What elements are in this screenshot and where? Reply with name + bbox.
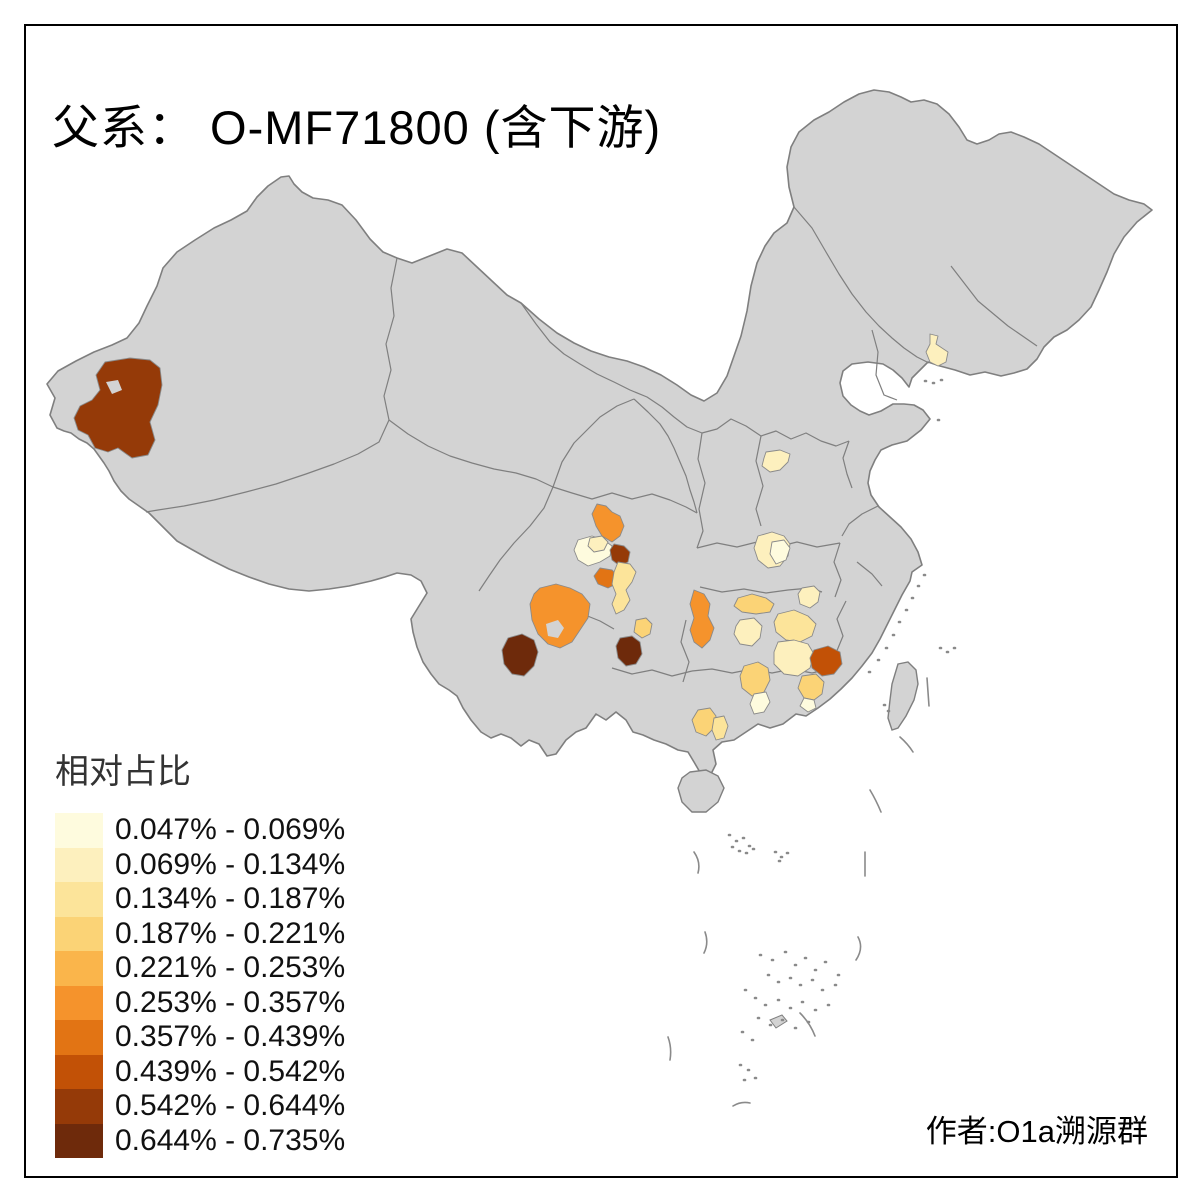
region-guangdong-shaoguan [749, 691, 771, 715]
legend-swatch [55, 1123, 103, 1158]
region-hunan-west-huaihua [689, 589, 715, 649]
province-borders [145, 206, 1038, 683]
south-china-sea-islet [769, 1014, 788, 1029]
region-guizhou-south [633, 617, 653, 639]
legend-title: 相对占比 [55, 753, 191, 791]
legend-row: 0.542% - 0.644% [55, 1089, 345, 1124]
region-xinjiang-southwest [73, 357, 163, 459]
region-jiangxi-jian [773, 609, 817, 643]
region-guangdong-west-yunfu [691, 707, 717, 737]
legend-row: 0.644% - 0.735% [55, 1123, 346, 1158]
taiwan-island [887, 661, 919, 731]
region-yunnan-west-dali [501, 633, 539, 677]
legend-swatch [55, 847, 103, 882]
region-sichuan-liangshan [529, 583, 591, 649]
legend-row: 0.069% - 0.134% [55, 847, 346, 882]
legend-row: 0.439% - 0.542% [55, 1054, 346, 1089]
region-hole [106, 380, 122, 394]
legend-label: 0.047% - 0.069% [115, 813, 346, 846]
legend-rows: 0.047% - 0.069% 0.069% - 0.134% 0.134% - 0… [55, 813, 345, 1158]
region-chongqing-west [611, 561, 637, 615]
page-title: 父系： O-MF71800 (含下游) [52, 101, 662, 155]
legend-swatch [55, 882, 103, 917]
legend: 相对占比 0.047% - 0.069% 0.069% - 0.134% 0.134… [55, 744, 345, 1158]
legend-label: 0.357% - 0.439% [115, 1020, 346, 1053]
legend-label: 0.644% - 0.735% [115, 1123, 346, 1157]
region-jiangxi-nanchang [797, 585, 821, 609]
region-jiangxi-ganzhou [773, 639, 815, 677]
legend-row: 0.221% - 0.253% [55, 951, 345, 986]
legend-swatch [55, 985, 103, 1020]
author-credit: 作者:O1a溯源群 [925, 1114, 1148, 1149]
legend-row: 0.187% - 0.221% [55, 916, 346, 951]
region-guangdong-meizhou [797, 673, 825, 701]
legend-swatch [55, 1089, 103, 1124]
legend-label: 0.187% - 0.221% [115, 916, 346, 950]
region-guangdong-chaoshan [799, 697, 817, 713]
region-liaoning-central [925, 333, 949, 367]
legend-row: 0.134% - 0.187% [55, 882, 345, 917]
region-chengdu-north [587, 535, 609, 553]
legend-row: 0.253% - 0.357% [55, 985, 346, 1020]
legend-row: 0.357% - 0.439% [55, 1020, 345, 1055]
island-dots [727, 378, 957, 1082]
region-henan-east [761, 449, 791, 473]
region-hunan-central-loudi [733, 593, 775, 615]
colored-regions [73, 333, 949, 741]
legend-swatch [55, 916, 103, 951]
hainan-island [677, 769, 725, 813]
legend-swatch [55, 1020, 103, 1055]
legend-label: 0.134% - 0.187% [115, 882, 346, 915]
sea-dash-lines [667, 677, 930, 1107]
legend-label: 0.253% - 0.357% [115, 985, 346, 1019]
region-sichuan-north [591, 503, 625, 543]
region-hunan-hengyang [733, 617, 763, 647]
legend-label: 0.542% - 0.644% [115, 1089, 346, 1122]
legend-swatch [55, 1054, 103, 1089]
legend-label: 0.221% - 0.253% [115, 951, 346, 984]
region-guizhou-anshun [615, 635, 643, 667]
legend-swatch [55, 813, 103, 848]
legend-swatch [55, 951, 103, 986]
legend-label: 0.439% - 0.542% [115, 1054, 346, 1088]
region-fujian-south [809, 645, 843, 677]
region-hole [546, 620, 564, 638]
mainland-china-outline [46, 89, 1153, 777]
legend-row: 0.047% - 0.069% [55, 813, 345, 848]
region-hubei-central-inner [769, 539, 791, 565]
region-guangdong-yangjiang [711, 715, 729, 741]
legend-label: 0.069% - 0.134% [115, 847, 346, 881]
